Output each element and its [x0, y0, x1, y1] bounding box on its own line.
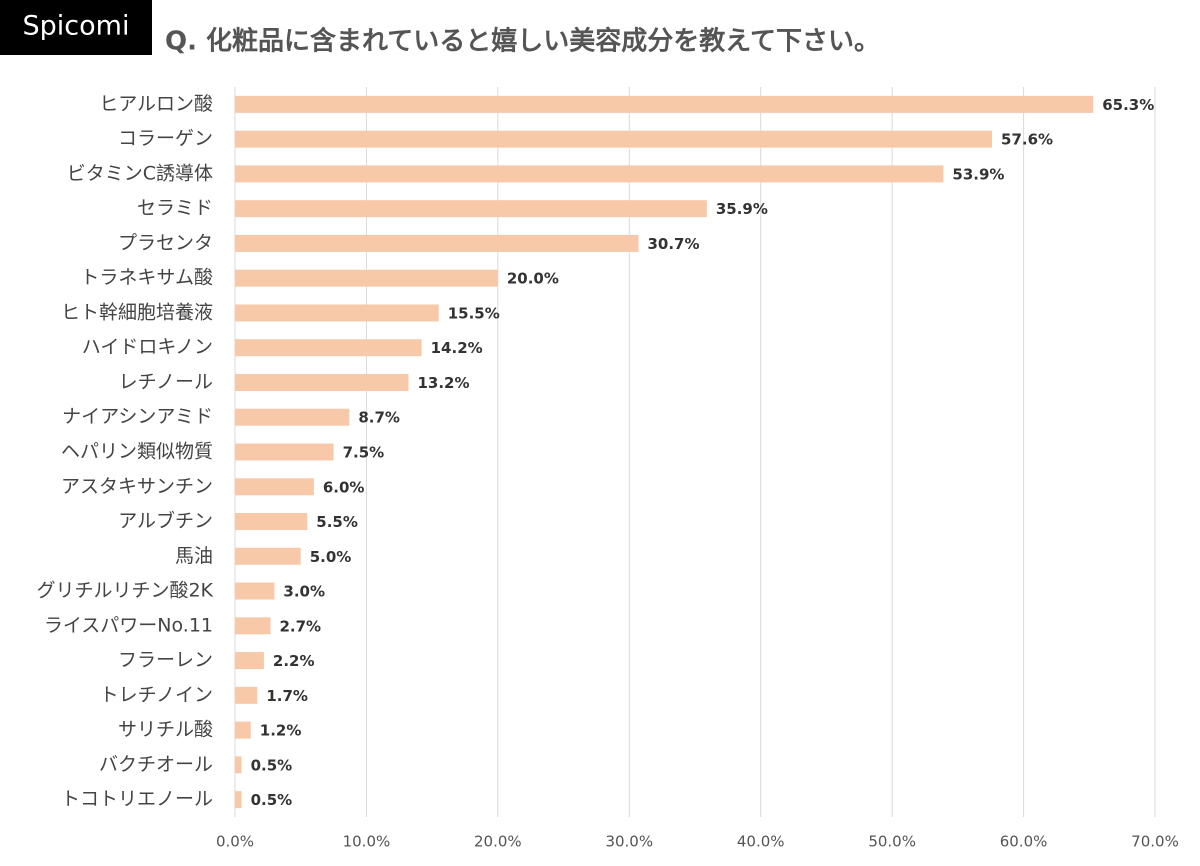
bar [235, 165, 944, 183]
bar [235, 513, 308, 531]
bar [235, 478, 314, 496]
data-label: 5.0% [310, 548, 352, 566]
data-label: 5.5% [316, 513, 358, 531]
bar [235, 408, 350, 426]
y-tick-label: ハイドロキノン [82, 336, 213, 358]
bar [235, 234, 639, 252]
data-label: 2.7% [279, 617, 321, 635]
y-tick-label: ヘパリン類似物質 [61, 441, 213, 463]
brand-box [0, 0, 152, 55]
bar [235, 721, 251, 739]
y-tick-label: アスタキサンチン [61, 475, 213, 497]
y-tick-label: トコトリエノール [61, 788, 213, 810]
y-tick-label: フラーレン [118, 649, 213, 671]
data-label: 53.9% [952, 165, 1004, 183]
bar [235, 617, 271, 635]
data-label: 30.7% [647, 235, 699, 253]
bar [235, 373, 409, 391]
data-label: 57.6% [1001, 131, 1053, 149]
y-tick-label: ビタミンC誘導体 [67, 162, 213, 184]
y-tick-label: ヒアルロン酸 [99, 93, 213, 115]
bar [235, 95, 1094, 113]
data-label: 0.5% [251, 756, 293, 774]
y-tick-label: プラセンタ [118, 232, 213, 254]
bar [235, 547, 301, 565]
bar [235, 686, 258, 704]
bar [235, 791, 242, 809]
x-tick-label: 40.0% [737, 833, 785, 851]
x-tick-label: 20.0% [474, 833, 522, 851]
data-label: 6.0% [323, 478, 365, 496]
y-tick-label: トレチノイン [100, 684, 213, 706]
data-label: 14.2% [431, 339, 483, 357]
bar [235, 200, 707, 218]
y-tick-label: ライスパワーNo.11 [44, 614, 213, 636]
y-tick-label: アルブチン [118, 509, 213, 532]
data-label: 1.2% [260, 722, 302, 740]
data-label: 20.0% [507, 270, 559, 288]
bar [235, 130, 993, 148]
y-tick-label: ナイアシンアミド [62, 406, 213, 428]
data-label: 8.7% [358, 409, 400, 427]
y-tick-label: セラミド [137, 197, 213, 219]
bar [235, 652, 264, 670]
x-tick-label: 60.0% [1000, 833, 1048, 851]
data-label: 0.5% [251, 791, 293, 809]
data-label: 35.9% [716, 200, 768, 218]
y-tick-label: レチノール [119, 371, 213, 393]
x-tick-label: 10.0% [343, 833, 391, 851]
data-label: 13.2% [417, 374, 469, 392]
data-label: 7.5% [343, 444, 385, 462]
y-tick-label: グリチルリチン酸2K [36, 580, 213, 602]
brand: Spicomi [23, 11, 130, 42]
x-tick-label: 0.0% [216, 833, 254, 851]
data-label: 1.7% [266, 687, 308, 705]
bar [235, 756, 242, 774]
x-tick-label: 70.0% [1131, 833, 1179, 851]
data-label: 15.5% [448, 304, 500, 322]
y-tick-label: サリチル酸 [118, 719, 213, 741]
y-tick-label: トラネキサム酸 [80, 267, 213, 289]
y-tick-label: 馬油 [175, 545, 213, 567]
bar [235, 582, 275, 600]
data-label: 2.2% [273, 652, 315, 670]
data-label: 3.0% [283, 583, 325, 601]
bar [235, 443, 334, 461]
x-tick-label: 30.0% [605, 833, 653, 851]
bar [235, 304, 439, 322]
y-tick-label: コラーゲン [118, 128, 213, 150]
bar [235, 269, 498, 287]
x-tick-label: 50.0% [868, 833, 916, 851]
y-tick-label: ヒト幹細胞培養液 [61, 301, 213, 323]
chart-title: Q. 化粧品に含まれていると嬉しい美容成分を教えて下さい。 [165, 26, 880, 57]
y-tick-label: バクチオール [99, 753, 213, 775]
data-label: 65.3% [1102, 96, 1154, 114]
bar [235, 339, 422, 357]
